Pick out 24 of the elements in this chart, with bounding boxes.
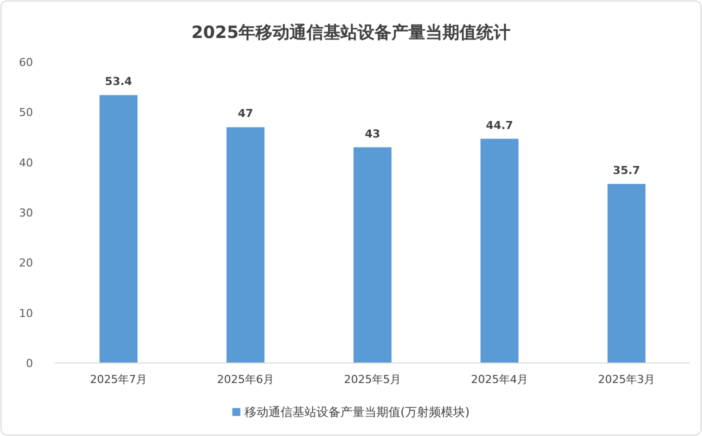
y-tick-label: 40: [19, 156, 33, 170]
legend-label: 移动通信基站设备产量当期值(万射频模块): [244, 405, 470, 419]
x-tick-label: 2025年6月: [217, 373, 274, 386]
bar: [480, 138, 518, 363]
y-tick-label: 50: [19, 106, 33, 120]
y-tick-label: 0: [26, 357, 33, 370]
y-tick-label: 10: [19, 306, 33, 320]
data-label: 35.7: [612, 164, 640, 177]
x-tick-label: 2025年7月: [90, 373, 147, 386]
y-tick-label: 60: [19, 56, 33, 69]
data-label: 47: [238, 107, 254, 120]
y-tick-label: 30: [19, 206, 33, 220]
bar: [226, 127, 264, 363]
bar: [354, 147, 392, 363]
x-tick-label: 2025年4月: [471, 373, 528, 386]
x-tick-label: 2025年3月: [598, 373, 655, 386]
data-label: 44.7: [486, 118, 514, 132]
bar: [608, 184, 646, 363]
y-tick-label: 20: [19, 256, 33, 270]
data-label: 53.4: [104, 75, 132, 88]
chart-title: 2025年移动通信基站设备产量当期值统计: [191, 23, 511, 43]
x-tick-label: 2025年5月: [344, 373, 401, 386]
bar: [100, 95, 138, 363]
data-label: 43: [364, 127, 380, 140]
